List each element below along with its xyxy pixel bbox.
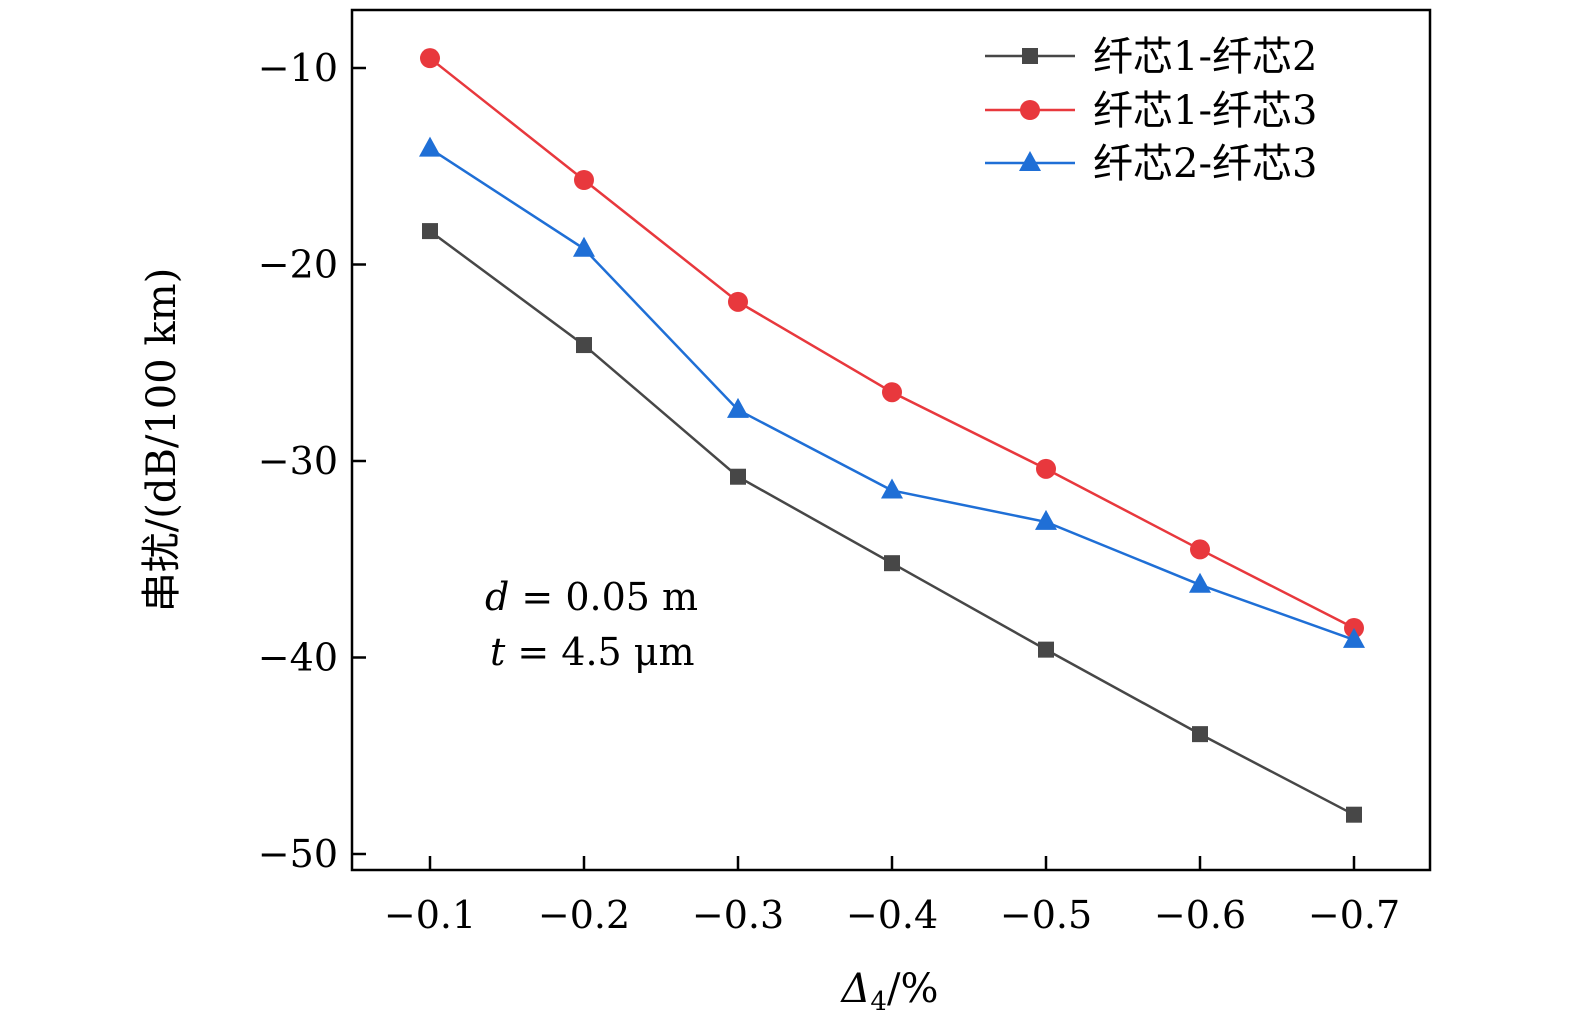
x-tick-label: −0.2 — [538, 893, 630, 937]
y-tick-label: −20 — [258, 243, 338, 287]
data-point — [1346, 806, 1362, 823]
legend-item: 纤芯1-纤芯3 — [985, 88, 1317, 134]
legend-label: 纤芯1-纤芯3 — [1093, 88, 1317, 134]
legend-item: 纤芯2-纤芯3 — [985, 141, 1317, 187]
legend-item: 纤芯1-纤芯2 — [985, 34, 1317, 80]
data-point — [1036, 458, 1056, 479]
y-tick-label: −40 — [258, 636, 338, 680]
y-tick-label: −30 — [258, 439, 338, 483]
series-layer — [419, 48, 1365, 823]
series-2 — [420, 48, 1364, 639]
annotation-t-var: t — [490, 630, 506, 674]
data-point — [727, 397, 749, 418]
annotation-d: d = 0.05 m — [485, 575, 698, 619]
data-point — [573, 236, 595, 257]
data-point — [881, 478, 903, 499]
y-axis-title: 串扰/(dB/100 km) — [139, 268, 185, 612]
data-point — [574, 170, 594, 191]
x-axis-title-subscript: 4 — [870, 987, 887, 1017]
data-point — [1190, 539, 1210, 560]
legend: 纤芯1-纤芯2 纤芯1-纤芯3 纤芯2-纤芯3 — [985, 34, 1317, 187]
x-axis-title-symbol: Δ — [840, 966, 871, 1012]
data-point — [419, 136, 441, 157]
x-tick-label: −0.1 — [384, 893, 476, 937]
annotation-d-value: = 0.05 m — [509, 575, 698, 619]
x-axis-title: Δ4/% — [840, 966, 939, 1017]
annotation-d-var: d — [485, 575, 509, 619]
data-point — [1343, 627, 1365, 648]
data-point — [422, 223, 438, 240]
legend-marker — [1022, 48, 1038, 64]
data-point — [1038, 641, 1054, 658]
data-point — [1035, 509, 1057, 530]
data-point — [1189, 572, 1211, 593]
x-axis-title-unit: /% — [887, 966, 938, 1012]
data-point — [882, 382, 902, 403]
series-3 — [419, 136, 1365, 648]
legend-label: 纤芯1-纤芯2 — [1093, 34, 1317, 80]
legend-marker — [1019, 151, 1041, 171]
data-point — [884, 555, 900, 572]
x-tick-label: −0.4 — [846, 893, 938, 937]
data-point — [730, 468, 746, 485]
annotation-t: t = 4.5 μm — [490, 630, 695, 674]
x-tick-label: −0.5 — [1000, 893, 1092, 937]
y-tick-label: −50 — [258, 832, 338, 876]
y-tick-label: −10 — [258, 46, 338, 90]
data-point — [576, 337, 592, 354]
x-tick-label: −0.3 — [692, 893, 784, 937]
plot-frame — [350, 8, 1432, 872]
x-tick-label: −0.7 — [1308, 893, 1400, 937]
annotation-t-value: = 4.5 μm — [505, 630, 694, 674]
x-tick-label: −0.6 — [1154, 893, 1246, 937]
legend-label: 纤芯2-纤芯3 — [1093, 141, 1317, 187]
series-1 — [422, 223, 1362, 823]
data-point — [420, 48, 440, 69]
data-point — [728, 291, 748, 312]
data-point — [1192, 726, 1208, 743]
series-line — [429, 230, 1355, 816]
y-axis: −10 −20 −30 −40 −50 — [258, 46, 366, 876]
x-axis: −0.1 −0.2 −0.3 −0.4 −0.5 −0.6 −0.7 — [384, 856, 1400, 937]
legend-marker — [1020, 100, 1040, 120]
